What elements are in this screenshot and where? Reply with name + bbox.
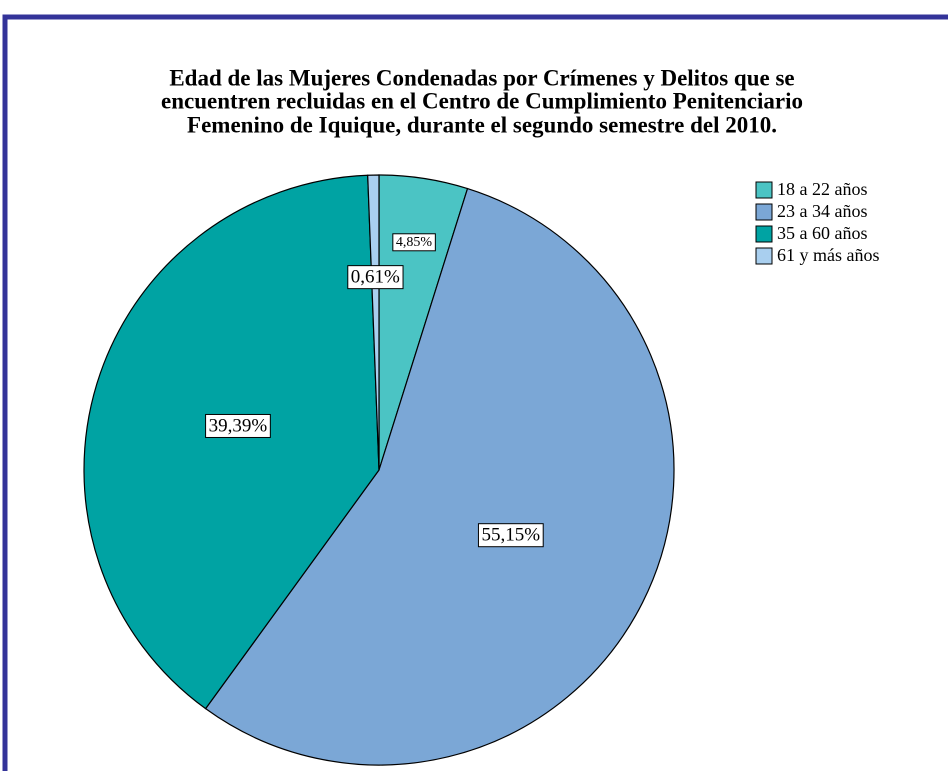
legend-label: 61 y más años	[777, 245, 880, 265]
pie-slice	[83, 174, 380, 710]
data-label: 55,15%	[477, 523, 544, 548]
legend-swatch	[755, 225, 773, 243]
data-label: 4,85%	[392, 233, 436, 252]
data-label-box	[347, 265, 404, 290]
data-label-box	[477, 523, 544, 548]
data-label: 0,61%	[347, 265, 404, 290]
data-label-text: 55,15%	[481, 525, 540, 546]
pie-slice	[367, 174, 380, 471]
chart-title: Femenino de Iquique, durante el segundo …	[187, 112, 777, 137]
data-label-text: 39,39%	[209, 415, 268, 436]
chart-title: Edad de las Mujeres Condenadas por Críme…	[169, 65, 794, 90]
pie-slice	[204, 187, 675, 766]
legend-swatch	[755, 181, 773, 199]
data-label-box	[392, 233, 436, 252]
legend-swatch	[755, 203, 773, 221]
legend-swatch	[755, 247, 773, 265]
data-label: 39,39%	[205, 413, 271, 438]
legend-label: 18 a 22 años	[777, 179, 867, 199]
legend-label: 35 a 60 años	[777, 223, 867, 243]
data-label-box	[205, 413, 271, 438]
chart-title: encuentren recluidas en el Centro de Cum…	[161, 88, 803, 113]
legend-label: 23 a 34 años	[777, 201, 867, 221]
frame	[2, 14, 948, 771]
data-label-text: 4,85%	[396, 235, 433, 250]
data-label-text: 0,61%	[351, 267, 400, 288]
